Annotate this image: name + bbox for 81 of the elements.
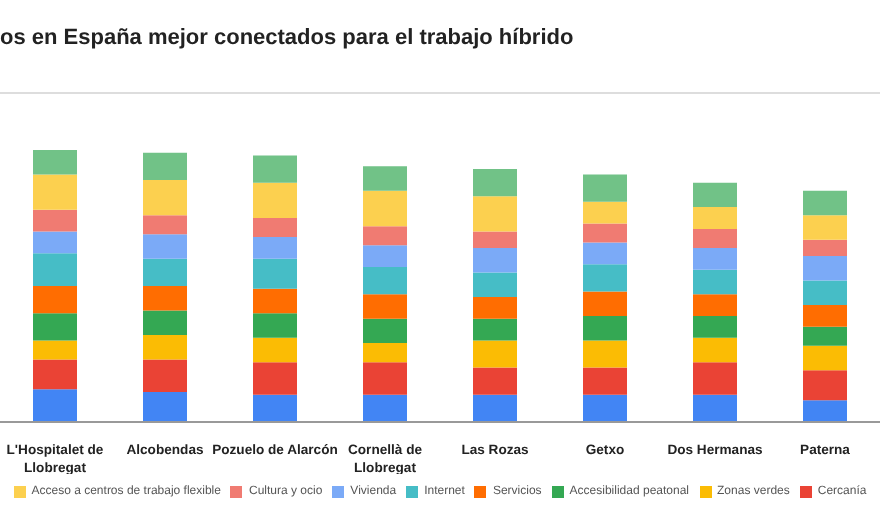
bar [583,242,627,265]
bar [143,286,187,311]
bar [363,294,407,319]
bar [693,294,737,316]
bar [363,226,407,246]
bar [473,272,517,297]
bar [803,190,847,216]
bar [253,337,297,363]
bar [803,239,847,257]
bar [583,264,627,292]
bar [473,394,517,422]
bar [473,247,517,273]
bar [253,258,297,289]
bar [803,305,847,327]
bar [363,245,407,267]
bar [473,231,517,248]
bar [693,269,737,295]
bar [33,359,77,390]
bar [693,337,737,363]
bar [363,190,407,227]
bar [33,150,77,175]
bar [803,400,847,422]
bar [803,280,847,306]
bar [33,389,77,422]
bar [803,370,847,401]
bar [583,223,627,243]
bar [143,234,187,259]
bar [583,394,627,422]
bar [253,155,297,183]
bar [253,237,297,259]
bar [33,340,77,360]
bar [363,318,407,344]
bar [473,318,517,341]
bar [473,196,517,232]
bar [253,182,297,218]
bar [143,334,187,360]
bar [143,392,187,422]
bar [363,362,407,395]
bar [693,207,737,229]
bar [583,315,627,341]
bar [693,228,737,248]
bar [583,291,627,316]
bar [693,362,737,395]
bar [253,313,297,338]
bar [33,231,77,254]
bar [363,266,407,295]
bar [143,152,187,180]
bar [803,256,847,281]
bar [363,166,407,191]
chart-title: os en España mejor conectados para el trabajo híbrido [0,24,576,54]
bar [143,179,187,216]
bar [143,310,187,335]
bar [253,394,297,422]
bar [583,367,627,395]
bar [693,394,737,422]
bar [33,313,77,341]
bar [473,169,517,197]
bar [143,258,187,286]
bar [33,286,77,314]
bar [33,209,77,232]
bar [693,182,737,208]
bar [803,326,847,346]
bar [473,296,517,319]
bar [253,218,297,238]
bar [363,343,407,363]
bar [143,359,187,393]
bar [473,340,517,368]
bar [803,345,847,371]
bar [693,247,737,270]
bar [693,315,737,338]
bar [363,394,407,422]
bar [33,174,77,210]
bar [473,367,517,395]
bar [33,253,77,286]
bar [253,362,297,395]
bar [143,215,187,235]
bar [583,340,627,368]
bar [583,201,627,224]
bar [253,288,297,314]
bar [583,174,627,202]
bar [803,215,847,240]
